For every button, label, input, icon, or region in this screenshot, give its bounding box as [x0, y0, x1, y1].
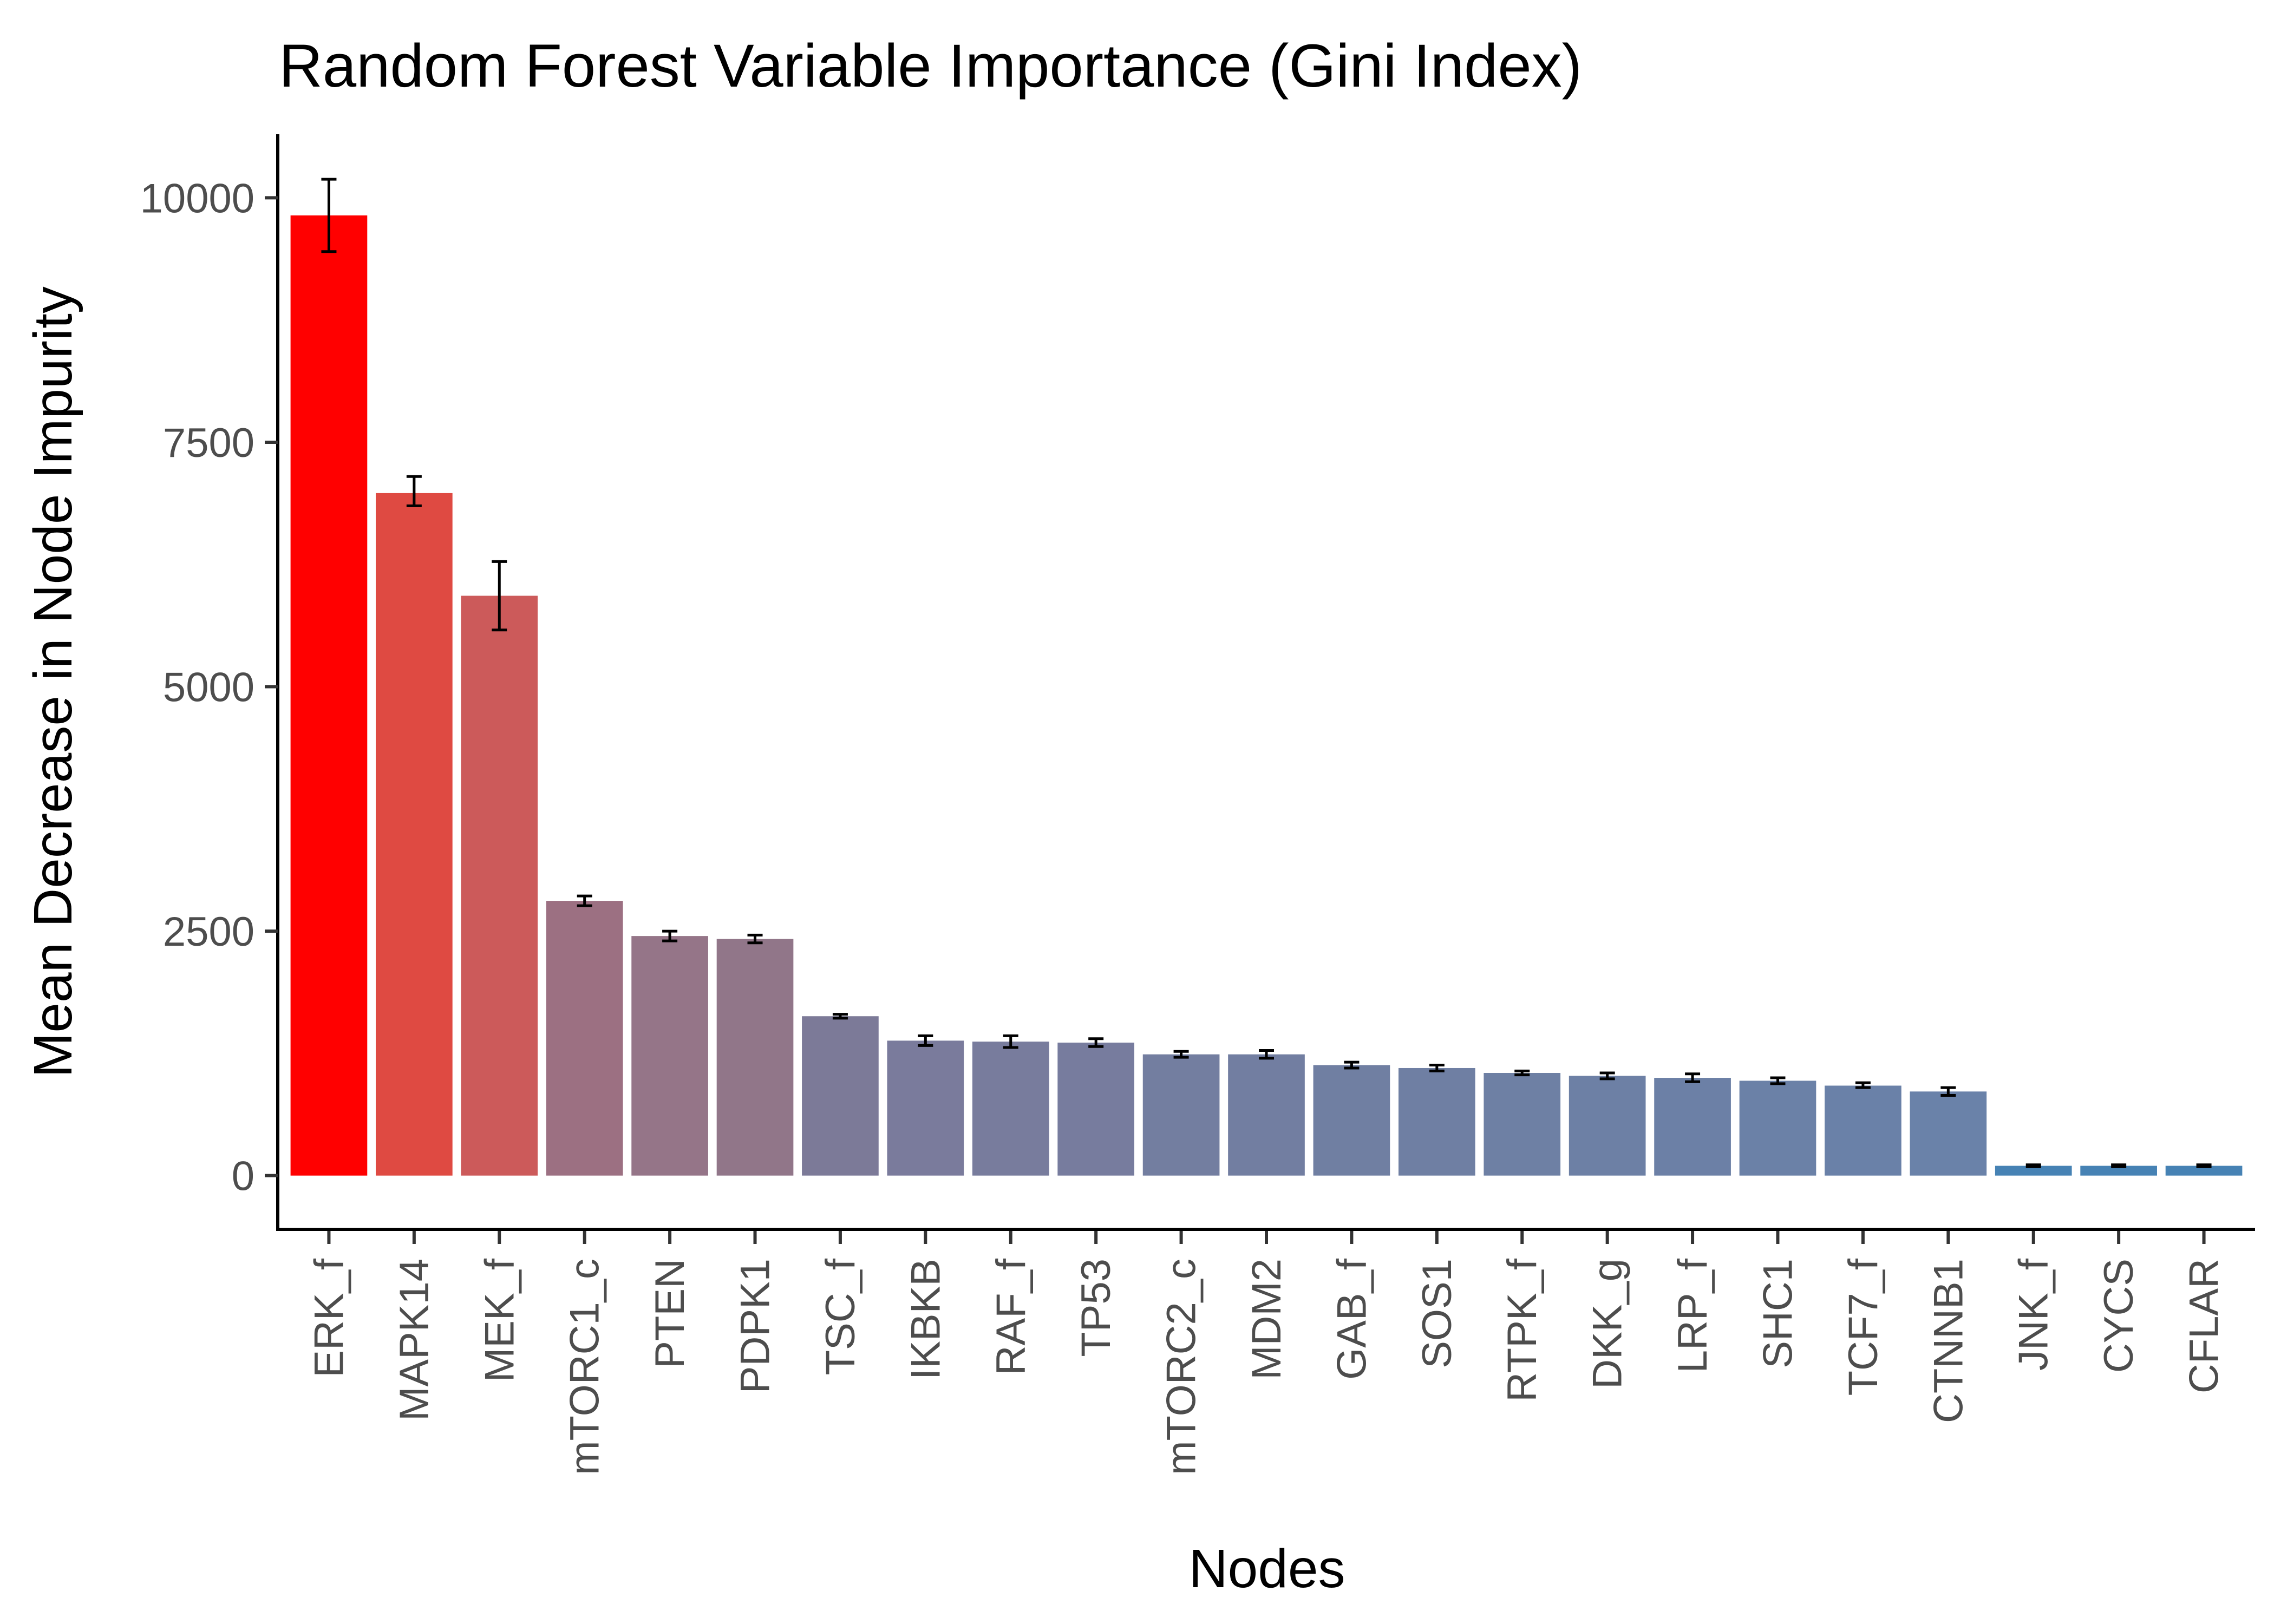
bar-JNK_f — [1995, 1165, 2072, 1176]
bar-SHC1 — [1739, 1081, 1816, 1176]
bar-mTORC1_c — [546, 901, 623, 1176]
bar-TSC_f — [802, 1016, 879, 1176]
x-tick-label: CTNNB1 — [1925, 1259, 1971, 1423]
bar-MDM2 — [1228, 1054, 1305, 1176]
error-bar-LRP_f — [1685, 1072, 1701, 1083]
bar-TCF7_f — [1825, 1085, 1901, 1176]
x-tick-label: GAB_f — [1329, 1258, 1375, 1380]
y-tick-label: 10000 — [140, 175, 254, 221]
error-bar-CYCS — [2111, 1163, 2127, 1168]
y-tick-label: 7500 — [163, 420, 254, 466]
bar-MEK_f — [461, 595, 538, 1176]
x-tick-label: LRP_f — [1670, 1258, 1716, 1373]
bar-CFLAR — [2165, 1165, 2243, 1176]
error-bar-RAF_f — [1003, 1034, 1018, 1049]
bar-LRP_f — [1654, 1078, 1731, 1176]
y-tick-label: 5000 — [163, 665, 254, 711]
x-tick-label: TP53 — [1073, 1259, 1119, 1357]
y-ticks-group: 0 2500 5000 7500 10000 — [140, 175, 278, 1200]
x-tick-label: RTPK_f — [1499, 1258, 1545, 1402]
x-tick-label: IKBKB — [903, 1259, 949, 1380]
x-tick-label: SOS1 — [1414, 1259, 1460, 1368]
x-tick-label: mTORC1_c — [562, 1259, 608, 1475]
x-tick-label: RAF_f — [988, 1258, 1034, 1375]
x-tick-label: CFLAR — [2181, 1259, 2227, 1393]
error-bar-mTORC1_c — [577, 894, 592, 907]
bar-RTPK_f — [1484, 1073, 1561, 1176]
bar-MAPK14 — [376, 493, 453, 1176]
x-axis-title: Nodes — [1188, 1538, 1345, 1599]
x-tick-label: TCF7_f — [1840, 1258, 1886, 1396]
error-bar-JNK_f — [2025, 1163, 2041, 1168]
bar-CYCS — [2080, 1165, 2157, 1176]
x-tick-label: PTEN — [647, 1259, 693, 1368]
bar-DKK_g — [1569, 1076, 1646, 1176]
error-bar-MDM2 — [1259, 1049, 1274, 1060]
error-bar-TP53 — [1088, 1037, 1104, 1048]
x-tick-label: MEK_f — [476, 1258, 522, 1382]
bar-RAF_f — [972, 1042, 1049, 1176]
error-bar-PTEN — [662, 929, 678, 942]
x-ticks-group: ERK_f MAPK14 MEK_f mTORC1_c PTEN PDPK1 TSC_f IK… — [306, 1231, 2227, 1475]
y-axis-title: Mean Decrease in Node Impurity — [23, 286, 83, 1078]
bar-TP53 — [1057, 1043, 1135, 1176]
error-bar-MEK_f — [492, 560, 507, 632]
error-bar-IKBKB — [918, 1034, 933, 1047]
bar-CTNNB1 — [1910, 1091, 1987, 1176]
y-tick-label: 0 — [232, 1154, 254, 1200]
y-tick-label: 2500 — [163, 909, 254, 955]
x-tick-label: mTORC2_c — [1159, 1259, 1205, 1475]
bar-GAB_f — [1313, 1065, 1390, 1176]
bar-IKBKB — [887, 1040, 964, 1176]
error-bars-group — [321, 178, 2212, 1168]
bar-PDPK1 — [716, 939, 794, 1176]
bar-ERK_f — [290, 215, 368, 1176]
error-bar-CTNNB1 — [1940, 1086, 1956, 1097]
x-tick-label: TSC_f — [818, 1258, 864, 1375]
bar-SOS1 — [1398, 1068, 1475, 1176]
error-bar-MAPK14 — [406, 475, 422, 507]
error-bar-SHC1 — [1770, 1076, 1786, 1085]
x-tick-label: PDPK1 — [733, 1259, 779, 1393]
x-tick-label: JNK_f — [2011, 1258, 2057, 1371]
x-tick-label: MAPK14 — [391, 1259, 437, 1421]
error-bar-TCF7_f — [1855, 1081, 1871, 1089]
x-tick-label: DKK_g — [1585, 1259, 1631, 1389]
chart-title: Random Forest Variable Importance (Gini … — [279, 32, 1582, 100]
error-bar-GAB_f — [1344, 1060, 1360, 1070]
error-bar-DKK_g — [1599, 1071, 1615, 1081]
error-bar-mTORC2_c — [1173, 1050, 1189, 1059]
x-tick-label: SHC1 — [1755, 1259, 1801, 1368]
bar-PTEN — [631, 936, 708, 1176]
error-bar-SOS1 — [1429, 1064, 1445, 1072]
x-tick-label: MDM2 — [1244, 1259, 1290, 1380]
x-tick-label: CYCS — [2096, 1259, 2142, 1373]
error-bar-CFLAR — [2196, 1163, 2212, 1168]
error-bar-RTPK_f — [1514, 1069, 1530, 1077]
error-bar-ERK_f — [321, 178, 337, 253]
error-bar-TSC_f — [832, 1013, 848, 1020]
bar-mTORC2_c — [1142, 1054, 1220, 1176]
error-bar-PDPK1 — [747, 933, 763, 945]
x-tick-label: ERK_f — [306, 1258, 352, 1378]
bars-group — [290, 215, 2243, 1176]
